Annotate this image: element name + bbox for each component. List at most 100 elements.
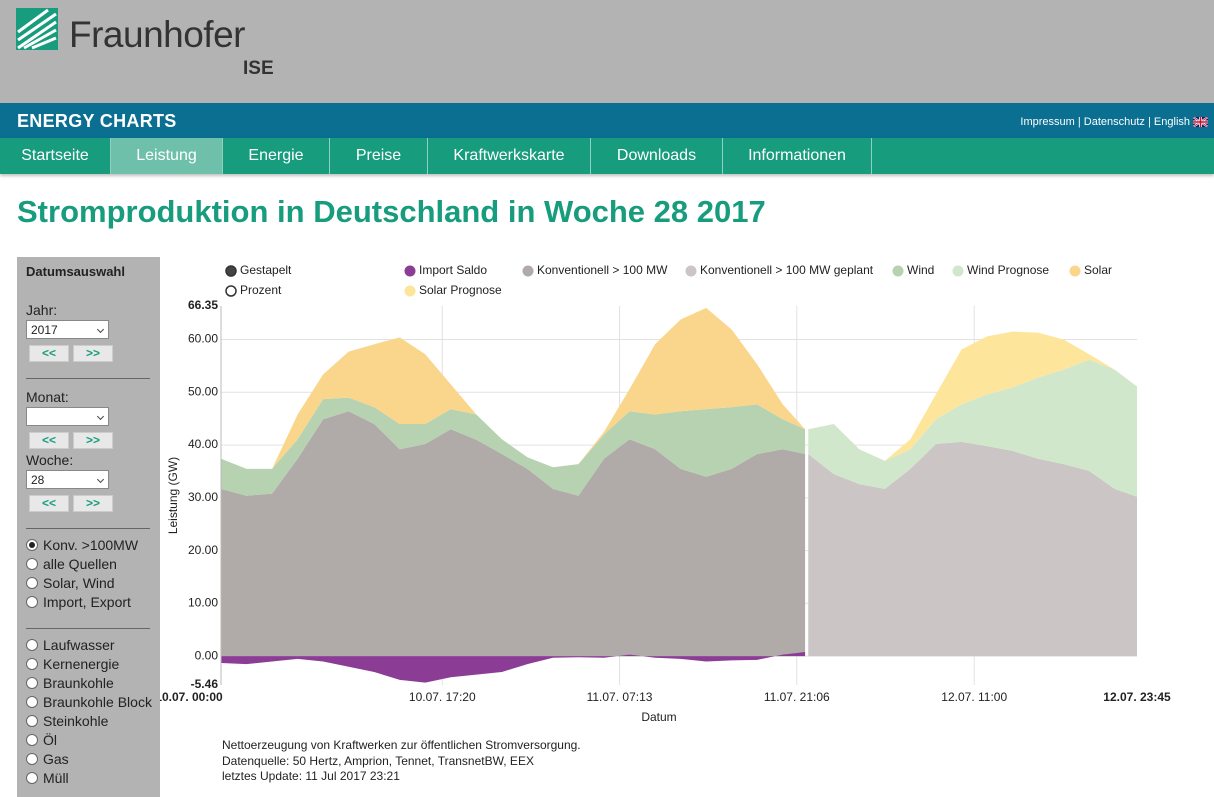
radio-option[interactable]: Braunkohle Block <box>26 693 152 712</box>
radio-option[interactable]: Müll <box>26 769 69 788</box>
y-tick-label: -5.46 <box>191 677 219 691</box>
logo-mark[interactable] <box>16 8 60 52</box>
divider <box>26 628 150 629</box>
control-marker <box>225 285 237 297</box>
radio-button[interactable] <box>26 753 38 765</box>
nav-bar: Startseite Leistung Energie Preise Kraftwerk… <box>0 138 1214 174</box>
radio-button[interactable] <box>26 772 38 784</box>
y-tick-label: 20.00 <box>188 543 218 557</box>
radio-button[interactable] <box>26 677 38 689</box>
radio-button[interactable] <box>26 734 38 746</box>
chart: -5.46 0.00 10.00 20.00 30.00 40.00 50.00 60.00 6… <box>160 263 1171 724</box>
chart-control[interactable]: Gestapelt <box>225 263 292 277</box>
radio-option[interactable]: alle Quellen <box>26 555 117 574</box>
control-label: Gestapelt <box>240 263 292 277</box>
radio-option[interactable]: Import, Export <box>26 593 131 612</box>
nav-item[interactable]: Informationen <box>723 138 872 174</box>
next-button[interactable]: >> <box>73 345 113 362</box>
logo-sub: ISE <box>243 58 274 79</box>
sidebar-heading: Datumsauswahl <box>26 264 125 279</box>
y-axis-title: Leistung (GW) <box>166 457 180 534</box>
label: Woche: <box>26 452 74 468</box>
next-button[interactable]: >> <box>73 432 113 449</box>
radio-label: Braunkohle Block <box>43 694 152 710</box>
prev-button[interactable]: << <box>29 345 69 362</box>
radio-button[interactable] <box>26 596 38 608</box>
legend-item[interactable]: Import Saldo <box>404 263 488 277</box>
legend-marker <box>404 285 416 297</box>
radio-label: Braunkohle <box>43 675 114 691</box>
radio-button[interactable] <box>26 539 38 551</box>
prev-button[interactable]: << <box>29 432 69 449</box>
x-tick-label: 11.07. 21:06 <box>764 690 830 704</box>
legend-item[interactable]: Solar Prognose <box>404 283 503 297</box>
footnotes: Nettoerzeugung von Kraftwerken zur öffen… <box>222 738 581 785</box>
y-tick-label: 60.00 <box>188 332 218 346</box>
radio-button[interactable] <box>26 558 38 570</box>
y-tick-label: 66.35 <box>188 298 218 312</box>
link[interactable]: Datenschutz <box>1083 116 1145 128</box>
radio-option[interactable]: Kernenergie <box>26 655 119 674</box>
control-label: Prozent <box>240 283 282 297</box>
radio-option[interactable]: Öl <box>26 731 57 750</box>
x-tick-label: 12.07. 23:45 <box>1103 690 1171 704</box>
month-select[interactable] <box>26 407 109 426</box>
legend-item[interactable]: Wind Prognose <box>952 263 1050 277</box>
link[interactable]: English <box>1153 116 1190 128</box>
legend-label: Wind Prognose <box>967 263 1049 277</box>
radio-option[interactable]: Steinkohle <box>26 712 108 731</box>
chart-control[interactable]: Prozent <box>225 283 282 297</box>
radio-label: Konv. >100MW <box>43 537 139 553</box>
area <box>808 331 1137 461</box>
legend-marker <box>685 265 697 277</box>
legend-item[interactable]: Konventionell > 100 MW geplant <box>685 263 874 277</box>
nav-item[interactable]: Preise <box>330 138 428 174</box>
radio-button[interactable] <box>26 658 38 670</box>
radio-button[interactable] <box>26 639 38 651</box>
sidebar: Datumsauswahl Jahr: 2017 << >> Monat: <<… <box>17 257 160 797</box>
radio-button[interactable] <box>26 715 38 727</box>
legend-item[interactable]: Konventionell > 100 MW <box>522 263 669 277</box>
nav-item[interactable]: Downloads <box>591 138 723 174</box>
page-title: Stromproduktion in Deutschland in Woche … <box>17 194 766 229</box>
logo-name[interactable]: Fraunhofer <box>69 14 246 55</box>
legend-label: Import Saldo <box>419 263 487 277</box>
radio-option[interactable]: Laufwasser <box>26 636 115 655</box>
nav-item[interactable]: Leistung <box>111 138 223 174</box>
x-tick-label: 10.07. 17:20 <box>409 690 476 704</box>
legend-label: Solar <box>1084 263 1112 277</box>
y-tick-label: 50.00 <box>188 384 218 398</box>
nav-item[interactable]: Kraftwerkskarte <box>428 138 591 174</box>
prev-button[interactable]: << <box>29 495 69 512</box>
legend-label: Solar Prognose <box>419 283 502 297</box>
radio-option[interactable]: Konv. >100MW <box>26 536 138 555</box>
flag[interactable] <box>1193 117 1208 127</box>
x-tick-label: 11.07. 07:13 <box>587 690 653 704</box>
y-tick-label: 0.00 <box>195 648 219 662</box>
x-tick-label: 12.07. 11:00 <box>941 690 1007 704</box>
link[interactable]: Impressum <box>1020 116 1075 128</box>
radio-button[interactable] <box>26 696 38 708</box>
divider <box>26 378 150 379</box>
footnote: Nettoerzeugung von Kraftwerken zur öffen… <box>222 738 581 752</box>
legend-item[interactable]: Solar <box>1069 263 1113 277</box>
radio-option[interactable]: Gas <box>26 750 69 769</box>
legend-item[interactable]: Wind <box>892 263 935 277</box>
radio-label: Öl <box>43 732 57 748</box>
y-tick-label: 30.00 <box>188 490 218 504</box>
week-select[interactable]: 28 <box>26 470 109 489</box>
radio-option[interactable]: Braunkohle <box>26 674 114 693</box>
radio-label: Steinkohle <box>43 713 109 729</box>
radio-option[interactable]: Solar, Wind <box>26 574 115 593</box>
nav-item[interactable]: Startseite <box>0 138 111 174</box>
nav-item[interactable]: Energie <box>223 138 330 174</box>
radio-label: Kernenergie <box>43 656 120 672</box>
year-select[interactable]: 2017 <box>26 320 109 339</box>
area <box>221 651 806 683</box>
radio-label: Müll <box>43 770 69 786</box>
radio-button[interactable] <box>26 577 38 589</box>
next-button[interactable]: >> <box>73 495 113 512</box>
radio-label: Import, Export <box>43 594 131 610</box>
banner-title[interactable]: ENERGY CHARTS <box>17 111 177 131</box>
